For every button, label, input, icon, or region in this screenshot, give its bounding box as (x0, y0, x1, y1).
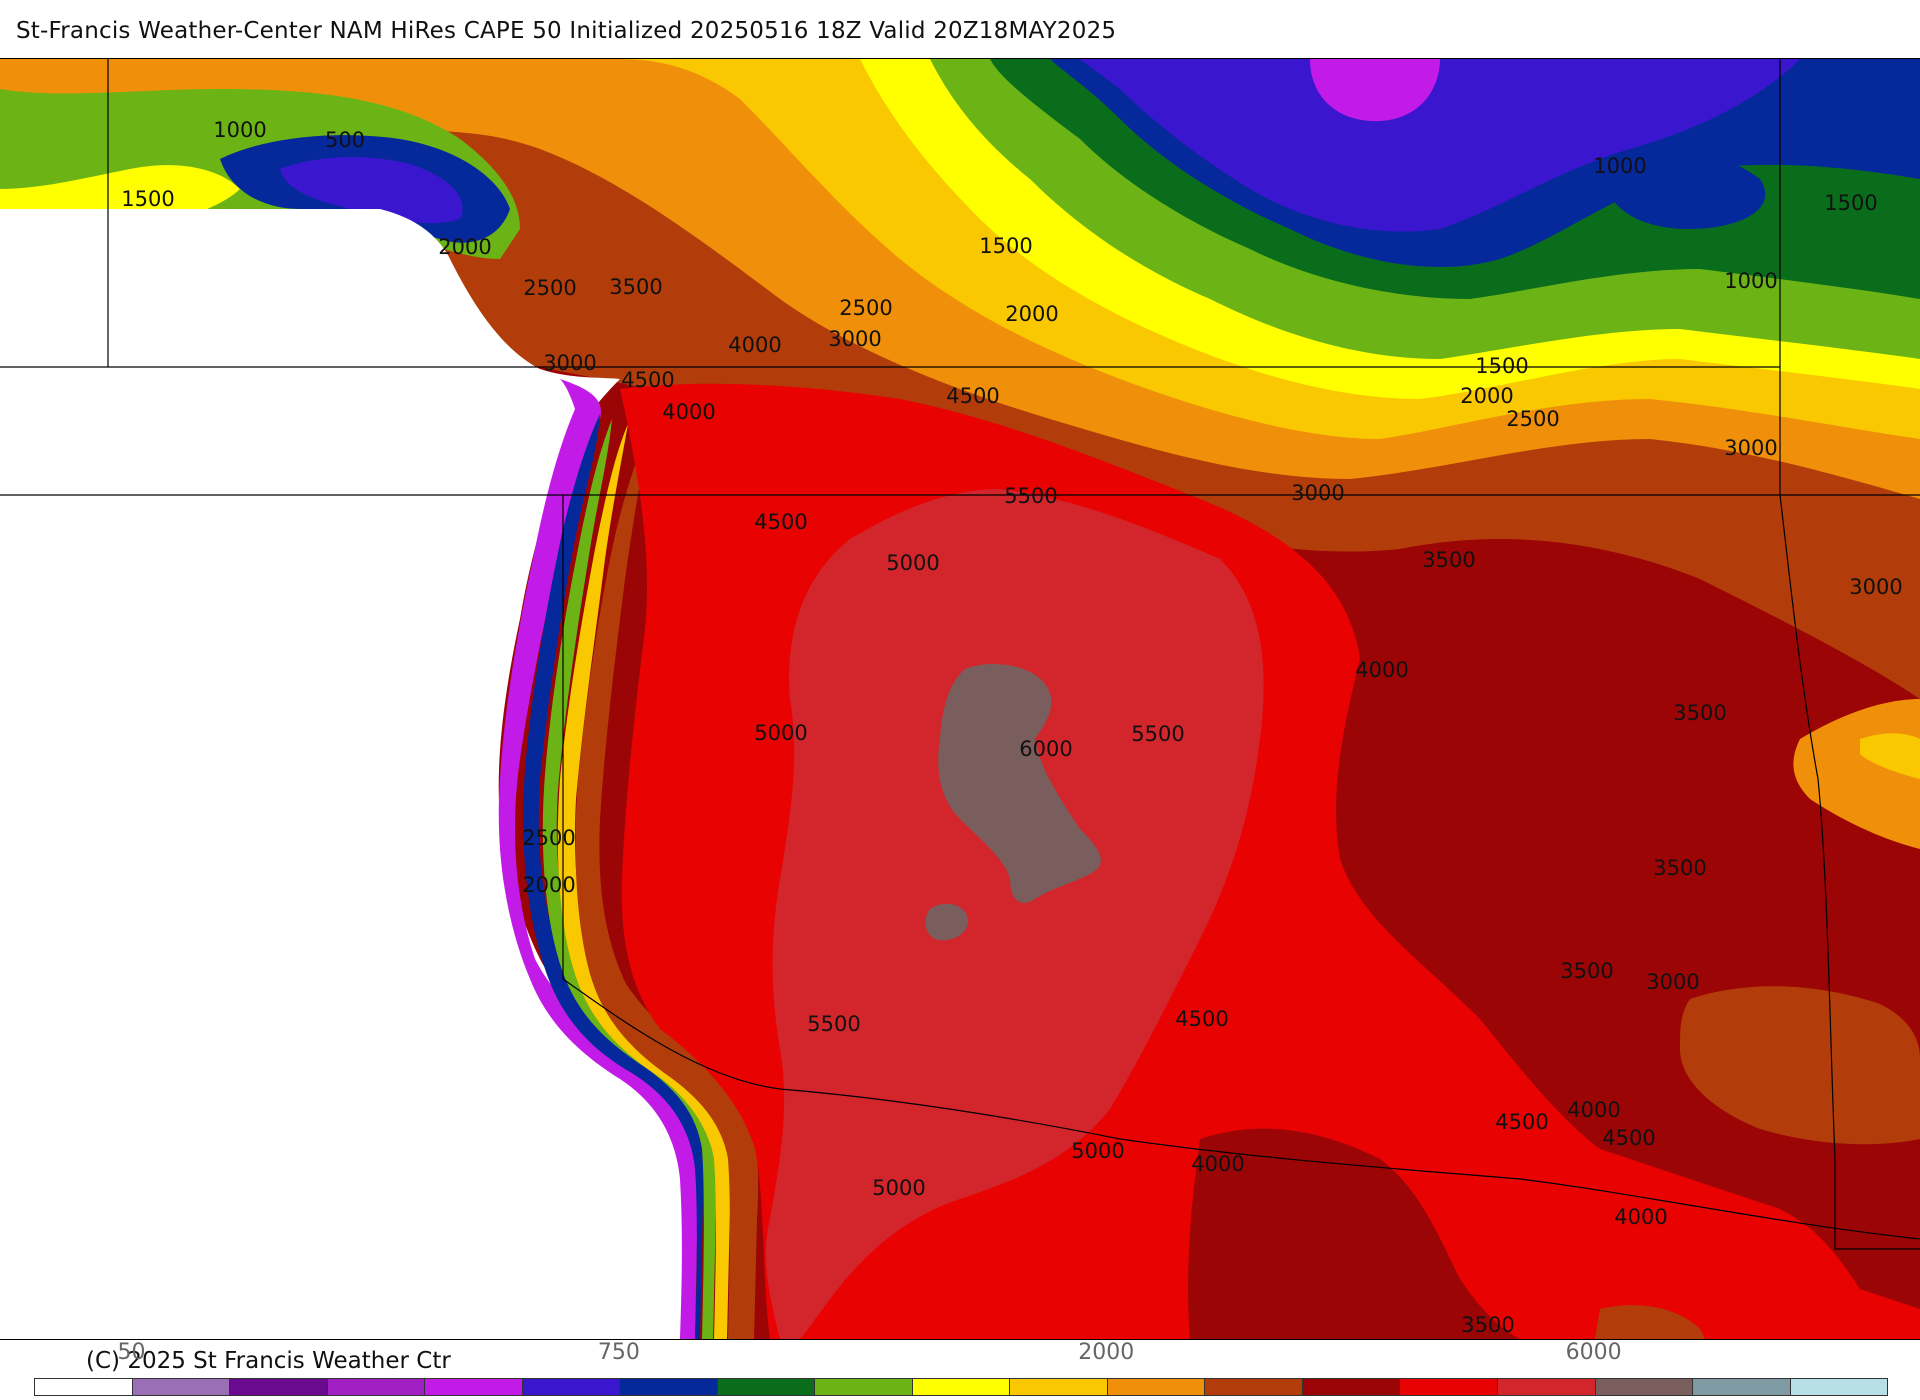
contour-label: 4500 (754, 510, 807, 534)
contour-label: 5000 (754, 721, 807, 745)
colorbar-swatch (1010, 1379, 1108, 1395)
cape-fill-3000-s (1595, 1305, 1705, 1339)
contour-label: 4500 (1602, 1126, 1655, 1150)
colorbar-swatch (1302, 1379, 1401, 1395)
contour-label: 4500 (1175, 1007, 1228, 1031)
cape-fill-750-nw (280, 157, 463, 224)
contour-label: 1500 (1475, 354, 1528, 378)
colorbar-labels: 50 750 2000 6000 (0, 1340, 1920, 1370)
contour-label: 1500 (121, 187, 174, 211)
contour-label: 4500 (621, 368, 674, 392)
cape-fill-500-w (498, 379, 699, 1339)
cape-fill-6000 (938, 664, 1101, 903)
contour-label: 6000 (1019, 737, 1072, 761)
contour-label: 2000 (522, 873, 575, 897)
contour-label: 3500 (1461, 1313, 1514, 1337)
contour-label: 1000 (213, 118, 266, 142)
contour-label: 3000 (543, 351, 596, 375)
contour-label: 3000 (1646, 970, 1699, 994)
colorbar-swatch (815, 1379, 913, 1395)
colorbar-swatch (327, 1379, 426, 1395)
contour-label: 4000 (1355, 658, 1408, 682)
contour-label: 4000 (1567, 1098, 1620, 1122)
contour-label: 3500 (1560, 959, 1613, 983)
contour-label: 2500 (839, 296, 892, 320)
colorbar-label: 6000 (1565, 1340, 1622, 1365)
colorbar-swatch (1107, 1379, 1206, 1395)
colorbar-swatch (717, 1379, 816, 1395)
contour-label: 4000 (662, 400, 715, 424)
contour-label: 3000 (1291, 481, 1344, 505)
colorbar-swatch (620, 1379, 718, 1395)
cape-fill-1000-ne (1600, 148, 1766, 229)
colorbar-swatch (912, 1379, 1011, 1395)
contour-label: 2000 (438, 235, 491, 259)
contour-label: 5000 (872, 1176, 925, 1200)
cape-fill-3000-se (1680, 986, 1920, 1145)
contour-label: 4000 (1614, 1205, 1667, 1229)
colorbar-label: 750 (597, 1340, 640, 1365)
contour-label: 5000 (886, 551, 939, 575)
contour-label: 2500 (1506, 407, 1559, 431)
colorbar-label: 50 (117, 1340, 146, 1365)
colorbar-swatch (230, 1379, 328, 1395)
boundary-lines (0, 59, 1920, 1250)
colorbar-swatch (1205, 1379, 1303, 1395)
colorbar-swatch (35, 1379, 133, 1395)
contour-label: 3000 (1724, 436, 1777, 460)
contour-label: 2500 (523, 276, 576, 300)
cape-fill-500 (1310, 59, 1440, 122)
cape-fill-3000-w (575, 429, 759, 1339)
colorbar-swatch (1693, 1379, 1791, 1395)
colorbar-swatch (1400, 1379, 1498, 1395)
no-data-region (0, 209, 690, 1339)
colorbar-swatch (1595, 1379, 1694, 1395)
contour-label: 3500 (1422, 548, 1475, 572)
cape-fill-2000-e (1860, 733, 1920, 779)
contour-label: 1500 (979, 234, 1032, 258)
contour-label: 4500 (1495, 1110, 1548, 1134)
map-title: St-Francis Weather-Center NAM HiRes CAPE… (16, 18, 1117, 44)
colorbar (34, 1378, 1888, 1396)
contour-label: 3000 (1849, 575, 1902, 599)
colorbar-swatch (1497, 1379, 1596, 1395)
cape-fill-6000-b (925, 903, 969, 941)
contour-label: 3500 (1673, 701, 1726, 725)
contour-label: 1000 (1593, 154, 1646, 178)
copyright-text: (C) 2025 St Francis Weather Ctr (86, 1348, 451, 1374)
colorbar-swatch (425, 1379, 523, 1395)
cape-map: 1000 500 1500 2000 2500 3500 3000 4500 4000 4000 3… (0, 58, 1920, 1340)
cape-fill-3500-se (1188, 1128, 1520, 1339)
cape-fill-750 (1080, 59, 1800, 232)
colorbar-swatch (1790, 1379, 1888, 1395)
contour-label: 1500 (1824, 191, 1877, 215)
contour-label: 3000 (828, 327, 881, 351)
contour-label: 2000 (1460, 384, 1513, 408)
cape-fill-5000 (765, 489, 1264, 1339)
colorbar-swatch (522, 1379, 621, 1395)
contour-label: 500 (325, 128, 365, 152)
contour-label: 3500 (609, 275, 662, 299)
contour-label: 5500 (807, 1012, 860, 1036)
contour-label: 2500 (522, 826, 575, 850)
contour-label: 1000 (1724, 269, 1777, 293)
contour-label: 4500 (946, 384, 999, 408)
contour-label: 3500 (1653, 856, 1706, 880)
contour-label: 5500 (1131, 722, 1184, 746)
contour-label: 5500 (1004, 484, 1057, 508)
contour-label: 5000 (1071, 1139, 1124, 1163)
contour-label: 4000 (1191, 1152, 1244, 1176)
colorbar-swatch (132, 1379, 231, 1395)
contour-label: 2000 (1005, 302, 1058, 326)
colorbar-label: 2000 (1078, 1340, 1135, 1365)
contour-label: 4000 (728, 333, 781, 357)
